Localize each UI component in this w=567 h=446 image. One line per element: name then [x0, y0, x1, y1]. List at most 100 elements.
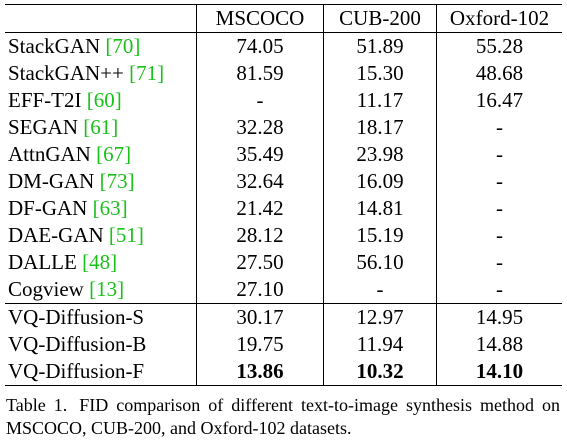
oxford-102-cell: - [496, 196, 503, 220]
method-cell: SEGAN [61] [5, 114, 197, 141]
table-row: VQ-Diffusion-B 19.75 11.94 14.88 [5, 331, 562, 358]
citation-link[interactable]: [13] [89, 277, 125, 301]
oxford-102-cell: - [496, 169, 503, 193]
method-name: EFF-T2I [8, 88, 82, 112]
method-cell: DALLE [48] [5, 249, 197, 276]
table-row: DAE-GAN [51] 28.12 15.19- [5, 222, 562, 249]
oxford-102-cell: - [496, 115, 503, 139]
fid-table: MSCOCO CUB-200 Oxford-102 StackGAN [70] 7… [5, 4, 562, 386]
mscoco-cell: - [196, 87, 324, 114]
cub-200-cell: 51.89 [323, 32, 437, 60]
oxford-102-cell: 14.88 [475, 332, 524, 356]
table-figure: MSCOCO CUB-200 Oxford-102 StackGAN [70] 7… [5, 4, 562, 440]
mscoco-cell: 21.42 [196, 195, 324, 222]
mscoco-cell: 27.10 [196, 276, 324, 304]
method-name: StackGAN [8, 34, 101, 58]
cub-200-cell: 23.98 [323, 141, 437, 168]
table-row: DM-GAN [73] 32.64 16.09- [5, 168, 562, 195]
caption-label: Table 1. [6, 395, 68, 415]
cub-200-cell: 10.32 [323, 358, 437, 386]
cub-200-cell: 56.10 [323, 249, 437, 276]
method-cell: EFF-T2I [60] [5, 87, 197, 114]
table-row: StackGAN [70] 74.05 51.89 55.28 [5, 32, 562, 60]
method-cell: AttnGAN [67] [5, 141, 197, 168]
oxford-102-cell: 55.28 [475, 34, 524, 58]
cub-200-cell: 11.17 [323, 87, 437, 114]
method-cell: VQ-Diffusion-B [5, 331, 197, 358]
citation-link[interactable]: [71] [129, 61, 165, 85]
method-cell: VQ-Diffusion-F [5, 358, 197, 386]
table-row: EFF-T2I [60] -11.17 16.47 [5, 87, 562, 114]
oxford-102-cell: 16.47 [475, 88, 524, 112]
method-cell: DF-GAN [63] [5, 195, 197, 222]
oxford-102-cell: 14.10 [475, 359, 524, 383]
header-cub-200: CUB-200 [323, 4, 437, 33]
table-row: Cogview [13] 27.10- - [5, 276, 562, 304]
cub-200-cell: 11.94 [323, 331, 437, 358]
cub-200-cell: 14.81 [323, 195, 437, 222]
method-cell: DM-GAN [73] [5, 168, 197, 195]
header-mscoco: MSCOCO [196, 4, 324, 33]
mscoco-cell: 32.28 [196, 114, 324, 141]
method-name: StackGAN++ [8, 61, 124, 85]
mscoco-cell: 81.59 [196, 60, 324, 87]
citation-link[interactable]: [67] [96, 142, 132, 166]
mscoco-cell: 13.86 [196, 358, 324, 386]
vq-diffusion-group: VQ-Diffusion-S 30.17 12.97 14.95 VQ-Diffusio… [5, 303, 562, 386]
method-name: DF-GAN [8, 196, 88, 220]
citation-link[interactable]: [63] [92, 196, 128, 220]
cub-200-cell: 15.30 [323, 60, 437, 87]
citation-link[interactable]: [70] [105, 34, 141, 58]
oxford-102-cell: 48.68 [475, 61, 524, 85]
mscoco-cell: 30.17 [196, 303, 324, 331]
table-row: SEGAN [61] 32.28 18.17- [5, 114, 562, 141]
method-name: SEGAN [8, 115, 79, 139]
table-row: VQ-Diffusion-F 13.86 10.32 14.10 [5, 358, 562, 386]
oxford-102-cell: - [496, 142, 503, 166]
method-name: Cogview [8, 277, 84, 301]
cub-200-cell: 15.19 [323, 222, 437, 249]
oxford-102-cell: - [496, 250, 503, 274]
method-name: DAE-GAN [8, 223, 104, 247]
method-name: DALLE [8, 250, 77, 274]
mscoco-cell: 74.05 [196, 32, 324, 60]
table-row: DALLE [48] 27.50 56.10- [5, 249, 562, 276]
method-name: VQ-Diffusion-B [8, 332, 147, 356]
cub-200-cell: - [323, 276, 437, 304]
oxford-102-cell: - [496, 223, 503, 247]
oxford-102-cell: 14.95 [475, 305, 524, 329]
mscoco-cell: 35.49 [196, 141, 324, 168]
table-caption: Table 1. FID comparison of different text… [5, 394, 562, 440]
citation-link[interactable]: [73] [99, 169, 135, 193]
citation-link[interactable]: [48] [82, 250, 118, 274]
mscoco-cell: 32.64 [196, 168, 324, 195]
method-cell: DAE-GAN [51] [5, 222, 197, 249]
table-row: VQ-Diffusion-S 30.17 12.97 14.95 [5, 303, 562, 331]
cub-200-cell: 18.17 [323, 114, 437, 141]
mscoco-cell: 27.50 [196, 249, 324, 276]
table-row: DF-GAN [63] 21.42 14.81- [5, 195, 562, 222]
caption-text: FID comparison of different text-to-imag… [6, 395, 561, 438]
mscoco-cell: 19.75 [196, 331, 324, 358]
mscoco-cell: 28.12 [196, 222, 324, 249]
citation-link[interactable]: [60] [86, 88, 122, 112]
citation-link[interactable]: [51] [108, 223, 144, 247]
method-cell: StackGAN [70] [5, 32, 197, 60]
method-cell: StackGAN++ [71] [5, 60, 197, 87]
table-row: AttnGAN [67] 35.49 23.98- [5, 141, 562, 168]
method-cell: VQ-Diffusion-S [5, 303, 197, 331]
header-row: MSCOCO CUB-200 Oxford-102 [5, 4, 562, 33]
baseline-methods-group: StackGAN [70] 74.05 51.89 55.28 StackGAN++ [… [5, 32, 562, 304]
cub-200-cell: 12.97 [323, 303, 437, 331]
method-name: AttnGAN [8, 142, 91, 166]
header-oxford-102: Oxford-102 [449, 6, 550, 30]
table-row: StackGAN++ [71] 81.59 15.30 48.68 [5, 60, 562, 87]
table-header: MSCOCO CUB-200 Oxford-102 [5, 4, 562, 33]
oxford-102-cell: - [496, 277, 503, 301]
method-cell: Cogview [13] [5, 276, 197, 304]
method-name: VQ-Diffusion-F [8, 359, 145, 383]
cub-200-cell: 16.09 [323, 168, 437, 195]
citation-link[interactable]: [61] [83, 115, 119, 139]
method-name: DM-GAN [8, 169, 95, 193]
header-method [5, 4, 197, 33]
